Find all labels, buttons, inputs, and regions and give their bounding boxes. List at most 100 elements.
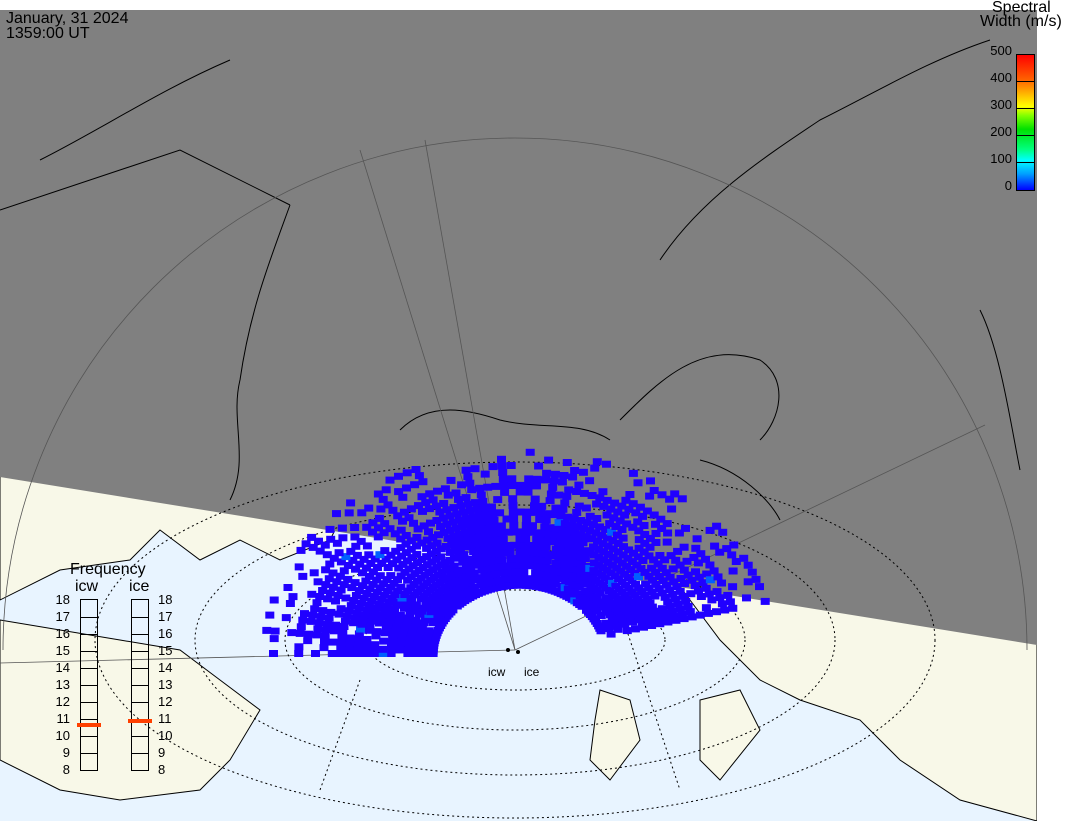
scatter-cell: [661, 614, 671, 621]
scatter-cell: [270, 627, 280, 635]
scatter-cell: [294, 643, 304, 651]
scatter-cell: [540, 523, 550, 531]
scatter-cell: [515, 508, 525, 516]
colorbar-title-2: Width (m/s): [980, 13, 1062, 30]
scatter-cell: [599, 502, 609, 510]
scatter-cell: [391, 623, 401, 630]
scatter-cell: [521, 528, 531, 536]
scatter-cell: [411, 601, 421, 609]
scatter-cell: [635, 503, 645, 511]
scatter-cell: [595, 494, 605, 502]
scatter-cell: [402, 469, 412, 477]
scatter-cell: [640, 606, 650, 614]
frequency-tick: 15: [158, 643, 173, 658]
scatter-cell: [548, 538, 558, 546]
scatter-cell: [687, 613, 697, 621]
scatter-cell: [353, 640, 363, 648]
scatter-cell: [630, 605, 640, 613]
scatter-cell: [309, 569, 319, 577]
scatter-cell: [457, 481, 467, 489]
scatter-cell: [742, 594, 751, 602]
scatter-cell: [674, 529, 684, 537]
scatter-cell: [358, 615, 368, 623]
scatter-cell: [497, 455, 506, 463]
scatter-cell: [357, 599, 366, 607]
scatter-cell: [385, 525, 395, 533]
scatter-cell: [334, 549, 344, 557]
scatter-cell: [578, 539, 588, 547]
scatter-cell: [362, 606, 372, 614]
scatter-cell: [712, 608, 721, 616]
scatter-cell: [675, 605, 685, 613]
scatter-cell: [539, 529, 548, 537]
scatter-cell: [383, 587, 393, 595]
scatter-cell: [339, 567, 349, 575]
frequency-tick: 11: [56, 711, 71, 726]
scatter-cell: [314, 619, 324, 627]
scatter-cell: [381, 555, 391, 563]
scatter-cell: [558, 554, 568, 562]
scatter-cell: [442, 506, 452, 514]
scatter-cell: [638, 602, 647, 610]
scatter-cell: [265, 611, 275, 619]
scatter-cell: [618, 534, 628, 542]
scatter-cell: [760, 597, 770, 605]
scatter-cell: [493, 576, 503, 584]
scatter-cell: [673, 600, 683, 608]
scatter-cell: [677, 495, 687, 503]
scatter-cell: [318, 587, 328, 594]
scatter-cell: [332, 578, 342, 586]
scatter-cell: [301, 540, 311, 548]
scatter-cell: [606, 630, 616, 638]
scatter-cell: [315, 547, 325, 555]
scatter-cell: [508, 501, 518, 509]
scatter-cell: [536, 543, 546, 550]
scatter-cell: [679, 543, 689, 551]
scatter-cell: [579, 489, 589, 497]
scatter-cell: [328, 583, 338, 591]
scatter-cell: [365, 622, 375, 630]
frequency-tick: 12: [158, 694, 173, 709]
scatter-cell: [328, 638, 338, 646]
scatter-cell: [428, 533, 438, 541]
scatter-cell: [628, 500, 638, 508]
scatter-cell: [739, 554, 749, 562]
scatter-cell: [594, 545, 604, 553]
scatter-cell: [508, 508, 518, 516]
scatter-cell: [592, 458, 602, 466]
scatter-cell: [650, 592, 660, 600]
scatter-cell: [368, 528, 377, 536]
scatter-cell: [530, 495, 540, 503]
scatter-cell: [396, 535, 406, 543]
scatter-cell: [393, 576, 402, 584]
scatter-cell: [350, 614, 360, 622]
scatter-cell: [321, 566, 331, 574]
scatter-cell: [576, 553, 586, 561]
scatter-cell: [346, 602, 356, 610]
scatter-cell: [459, 551, 469, 559]
scatter-cell: [601, 526, 611, 533]
scatter-cell: [474, 532, 484, 540]
scatter-cell: [388, 609, 398, 617]
scatter-cell: [495, 549, 505, 557]
scatter-cell: [527, 528, 537, 536]
scatter-cell: [525, 548, 535, 556]
scatter-cell: [622, 627, 632, 635]
scatter-cell: [628, 523, 638, 531]
scatter-cell: [384, 598, 394, 606]
scatter-cell: [465, 507, 475, 514]
scatter-cell: [554, 518, 564, 526]
scatter-cell: [320, 632, 330, 640]
scatter-cell: [542, 557, 552, 565]
scatter-cell: [668, 565, 678, 573]
scatter-cell: [534, 462, 544, 470]
scatter-cell: [665, 573, 675, 581]
scatter-cell: [729, 541, 739, 549]
scatter-cell: [336, 644, 346, 652]
scatter-cell: [539, 550, 549, 558]
scatter-cell: [386, 650, 396, 657]
colorbar-tick: 400: [990, 70, 1012, 85]
scatter-cell: [356, 625, 365, 633]
scatter-cell: [350, 533, 360, 541]
